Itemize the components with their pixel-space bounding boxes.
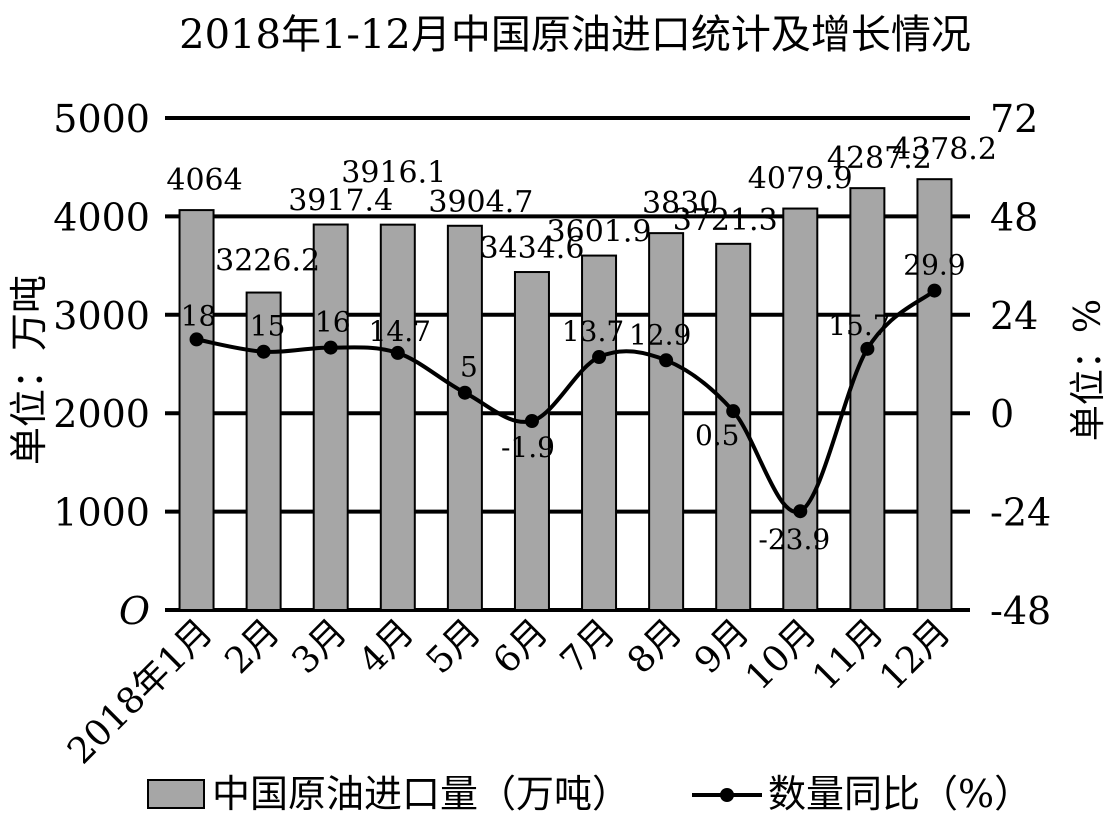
bar — [513, 271, 550, 611]
x-tick-label: 12月 — [872, 611, 959, 698]
bar — [446, 224, 483, 611]
bar — [849, 187, 886, 611]
bar-value-label: 3917.4 — [288, 184, 393, 219]
y-right-tick-label: 24 — [990, 294, 1038, 338]
bar — [916, 178, 953, 611]
bar-value-label: 3904.7 — [428, 185, 533, 220]
y-left-tick-label: 3000 — [53, 294, 150, 338]
bar-value-label: 3721.3 — [673, 203, 778, 238]
bar — [245, 291, 282, 611]
bar-value-label: 4064 — [166, 163, 242, 198]
y-left-tick-label: O — [119, 589, 150, 633]
bar — [782, 207, 819, 611]
chart-title: 2018年1-12月中国原油进口统计及增长情况 — [179, 12, 971, 58]
y-right-tick-label: 48 — [990, 195, 1038, 239]
line-value-label: 15.7 — [828, 309, 890, 342]
line-point — [860, 341, 875, 356]
line-value-label: 18 — [181, 299, 217, 332]
bar-value-label: 4378.2 — [892, 132, 997, 167]
bar — [581, 254, 618, 612]
line-point — [390, 345, 405, 360]
line-value-label: 16 — [315, 306, 351, 339]
bar-value-label: 3434.6 — [479, 231, 584, 266]
bar — [312, 223, 349, 612]
line-value-label: 13.7 — [562, 315, 624, 348]
y-right-tick-label: -48 — [990, 589, 1051, 633]
line-point — [726, 404, 741, 419]
x-tick-label: 2018年1月 — [60, 611, 221, 772]
line-point — [927, 283, 942, 298]
line-value-label: 12.9 — [629, 318, 691, 351]
y-left-tick-label: 1000 — [53, 491, 150, 535]
bar — [178, 209, 215, 612]
bar — [379, 223, 416, 611]
bar-value-label: 3226.2 — [215, 244, 320, 279]
x-tick-label: 2月 — [217, 611, 288, 682]
x-tick-label: 8月 — [620, 611, 691, 682]
bar — [648, 232, 685, 612]
x-tick-label: 3月 — [284, 611, 355, 682]
line-value-label: 0.5 — [695, 419, 740, 452]
x-tick-label: 6月 — [486, 611, 557, 682]
y-right-tick-label: 0 — [990, 392, 1014, 436]
bar-value-label: 3601.9 — [547, 215, 652, 250]
legend-swatch-marker — [720, 788, 734, 802]
line-value-label: -23.9 — [758, 523, 830, 556]
y-left-axis-label: 单位：万吨 — [7, 275, 51, 465]
line-value-label: 14.7 — [369, 315, 431, 348]
line-point — [323, 340, 338, 355]
line-point — [189, 332, 204, 347]
line-point — [524, 413, 539, 428]
y-left-tick-label: 4000 — [53, 195, 150, 239]
y-right-axis-label: 单位：% — [1068, 299, 1109, 441]
legend: 中国原油进口量（万吨） 数量同比（%） — [147, 772, 1032, 816]
bar — [715, 242, 752, 612]
line-value-label: 5 — [460, 351, 478, 384]
x-tick-label: 5月 — [419, 611, 490, 682]
x-tick-label: 7月 — [553, 611, 624, 682]
y-left-tick-label: 2000 — [53, 392, 150, 436]
legend-label-line: 数量同比（%） — [768, 772, 1032, 816]
line-point — [592, 350, 607, 365]
legend-label-bar: 中国原油进口量（万吨） — [212, 772, 630, 816]
legend-swatch-bar — [147, 779, 205, 809]
line-value-label: -1.9 — [501, 431, 555, 464]
line-point — [793, 504, 808, 519]
x-tick-label: 4月 — [352, 611, 423, 682]
bar-value-label: 3916.1 — [341, 156, 446, 191]
x-tick-label: 10月 — [738, 611, 825, 698]
y-right-tick-label: -24 — [990, 491, 1051, 535]
line-point — [659, 353, 674, 368]
line-point — [457, 385, 472, 400]
line-point — [256, 344, 271, 359]
line-value-label: 15 — [250, 310, 286, 343]
x-tick-label: 11月 — [805, 611, 892, 698]
bar-value-label: 3830 — [642, 186, 718, 221]
plot-area: O -48 1000 -24 2000 0 3000 24 4000 48 5000 72 4064 32… — [53, 97, 1051, 772]
line-value-label: 29.9 — [903, 249, 965, 282]
y-right-tick-label: 72 — [990, 97, 1038, 141]
bar-value-label: 4287.2 — [827, 141, 932, 176]
bar-value-label: 4079.9 — [748, 162, 853, 197]
y-left-tick-label: 5000 — [53, 97, 150, 141]
